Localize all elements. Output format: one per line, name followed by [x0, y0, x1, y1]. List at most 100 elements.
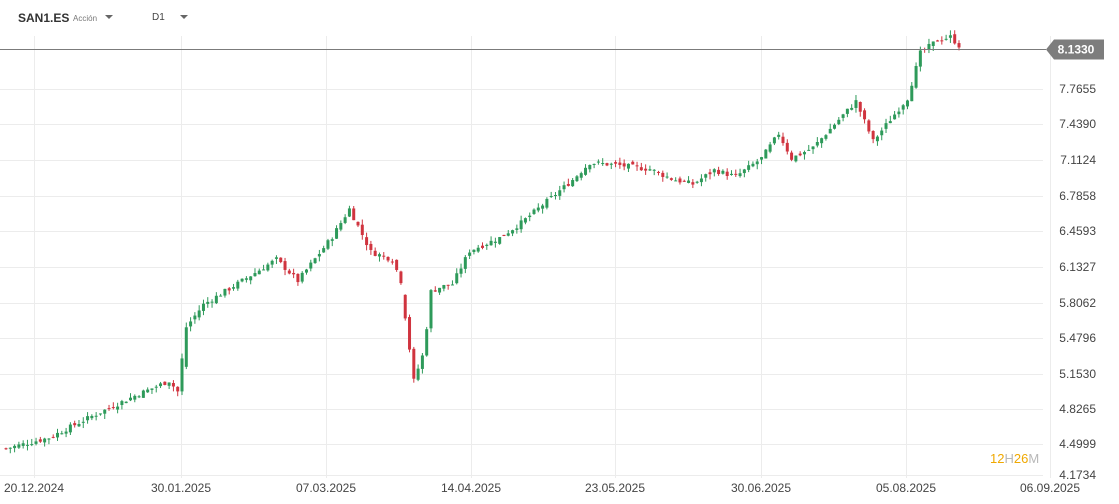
- candle-body: [352, 208, 356, 221]
- timer-minutes-unit: M: [1028, 451, 1039, 466]
- candle-body: [476, 247, 480, 252]
- candle-body: [111, 407, 115, 409]
- candle-body: [905, 100, 909, 107]
- y-tick-label: 7.4390: [1059, 117, 1096, 131]
- candle-body: [296, 273, 300, 283]
- y-tick-label: 5.1530: [1059, 367, 1096, 381]
- candle-body: [90, 415, 94, 419]
- candle-body: [562, 185, 566, 190]
- candle-body: [214, 295, 218, 304]
- candle-body: [446, 284, 450, 286]
- candle-body: [605, 163, 609, 166]
- candle-body: [25, 444, 29, 446]
- candle-body: [936, 40, 940, 42]
- candle-body: [519, 220, 523, 230]
- candle-body: [880, 130, 884, 136]
- candle-body: [833, 124, 837, 129]
- candle-body: [845, 108, 849, 114]
- candle-body: [223, 288, 227, 296]
- candle-body: [807, 149, 811, 151]
- candle-body: [747, 165, 751, 170]
- candle-body: [536, 207, 540, 211]
- candle-body: [811, 146, 815, 150]
- candle-body: [553, 195, 557, 197]
- candle-body: [897, 111, 901, 115]
- candle-body: [755, 161, 759, 165]
- y-tick-label: 6.7858: [1059, 189, 1096, 203]
- candle-body: [511, 230, 515, 234]
- candle-body: [64, 431, 68, 434]
- candle-body: [841, 114, 845, 118]
- candle-body: [528, 215, 532, 218]
- candle-body: [459, 268, 463, 274]
- candle-body: [472, 249, 476, 252]
- timer-hours-unit: H: [1004, 451, 1013, 466]
- candle-body: [189, 321, 193, 327]
- candle-body: [227, 288, 231, 291]
- candle-body: [60, 433, 64, 435]
- symbol-label[interactable]: SAN1.ES: [18, 11, 70, 25]
- y-tick-label: 4.1734: [1059, 468, 1096, 482]
- x-tick-label: 30.01.2025: [151, 481, 211, 495]
- candle-body: [150, 388, 154, 390]
- candle-body: [858, 102, 862, 112]
- candle-body: [772, 137, 776, 144]
- candle-body: [13, 445, 17, 449]
- candle-body: [309, 262, 313, 269]
- candle-body: [51, 436, 55, 438]
- timeframe-label[interactable]: D1: [152, 12, 165, 23]
- candle-body: [442, 285, 446, 289]
- x-tick-label: 23.05.2025: [585, 481, 645, 495]
- candle-body: [249, 276, 253, 281]
- candle-body: [498, 237, 502, 244]
- candle-body: [618, 162, 622, 165]
- symbol-dropdown-icon[interactable]: [105, 15, 113, 19]
- y-tick-label: 5.4796: [1059, 331, 1096, 345]
- candle-body: [485, 244, 489, 246]
- candle-body: [760, 157, 764, 160]
- x-tick-label: 07.03.2025: [296, 481, 356, 495]
- candle-body: [798, 153, 802, 156]
- candle-body: [790, 152, 794, 160]
- candle-body: [287, 270, 291, 274]
- candle-body: [871, 130, 875, 140]
- candle-body: [704, 174, 708, 178]
- candle-body: [575, 176, 579, 182]
- candle-body: [648, 169, 652, 171]
- candle-body: [523, 218, 527, 223]
- candle-body: [232, 287, 236, 289]
- candle-body: [206, 301, 210, 304]
- candle-body: [867, 120, 871, 132]
- candle-body: [253, 273, 257, 277]
- candle-body: [313, 258, 317, 264]
- candle-body: [944, 38, 948, 40]
- candle-body: [124, 401, 128, 404]
- candle-body: [506, 233, 510, 236]
- candle-body: [257, 270, 261, 275]
- candle-body: [463, 257, 467, 269]
- candle-body: [197, 310, 201, 318]
- candle-body: [571, 180, 575, 187]
- instrument-type-label: Acción: [73, 14, 98, 23]
- candle-body: [86, 416, 90, 421]
- x-axis: 20.12.2024 30.01.2025 07.03.2025 14.04.2025…: [4, 481, 1080, 495]
- candle-body: [708, 172, 712, 175]
- current-price-tag: 8.1330: [1046, 39, 1104, 60]
- candle-body: [721, 170, 725, 174]
- candle-body: [56, 432, 60, 438]
- candle-body: [17, 444, 21, 448]
- candle-body: [644, 168, 648, 171]
- candle-body: [712, 169, 716, 173]
- candle-body: [541, 205, 545, 209]
- candle-body: [77, 423, 81, 427]
- timeframe-dropdown-icon[interactable]: [180, 15, 188, 19]
- x-tick-label: 06.09.2025: [1020, 481, 1080, 495]
- candle-body: [729, 173, 733, 175]
- candle-body: [764, 149, 768, 159]
- candle-body: [184, 327, 188, 367]
- candle-body: [558, 190, 562, 196]
- candle-body: [304, 269, 308, 273]
- candle-body: [665, 176, 669, 178]
- candle-body: [373, 250, 377, 256]
